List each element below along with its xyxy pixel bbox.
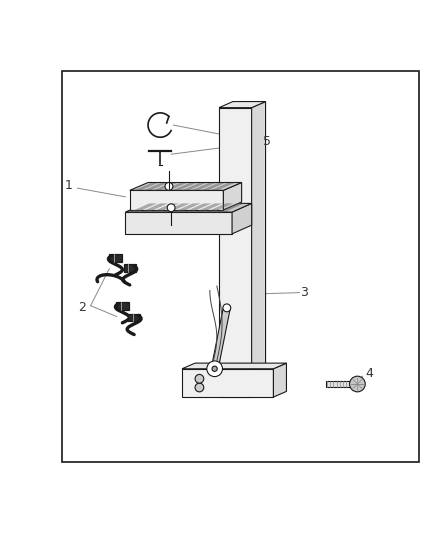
Polygon shape bbox=[182, 363, 286, 369]
Bar bbox=[219, 108, 252, 397]
Bar bbox=[325, 381, 350, 387]
Polygon shape bbox=[206, 204, 233, 212]
Text: 1: 1 bbox=[65, 180, 73, 192]
Polygon shape bbox=[144, 182, 169, 190]
Circle shape bbox=[207, 361, 223, 377]
Polygon shape bbox=[163, 182, 187, 190]
Bar bbox=[182, 369, 273, 397]
Circle shape bbox=[212, 366, 217, 372]
Bar bbox=[130, 190, 223, 210]
Bar bbox=[62, 71, 419, 462]
Polygon shape bbox=[184, 204, 212, 212]
Circle shape bbox=[195, 383, 204, 392]
Circle shape bbox=[195, 375, 204, 383]
Polygon shape bbox=[211, 182, 236, 190]
Polygon shape bbox=[173, 204, 201, 212]
Polygon shape bbox=[152, 204, 179, 212]
Polygon shape bbox=[219, 102, 265, 108]
Polygon shape bbox=[153, 182, 178, 190]
Bar bbox=[128, 314, 141, 321]
Bar bbox=[109, 254, 122, 262]
Polygon shape bbox=[217, 204, 244, 212]
Text: 2: 2 bbox=[78, 301, 86, 314]
Polygon shape bbox=[252, 102, 265, 397]
Bar bbox=[125, 212, 232, 234]
Polygon shape bbox=[191, 182, 216, 190]
Polygon shape bbox=[162, 204, 190, 212]
Text: 5: 5 bbox=[263, 135, 271, 148]
Polygon shape bbox=[232, 204, 252, 234]
Bar bbox=[116, 302, 129, 310]
Polygon shape bbox=[182, 182, 207, 190]
Circle shape bbox=[165, 182, 173, 190]
Polygon shape bbox=[211, 307, 230, 369]
Text: 3: 3 bbox=[300, 286, 308, 299]
Polygon shape bbox=[273, 363, 286, 397]
Polygon shape bbox=[134, 182, 159, 190]
Polygon shape bbox=[130, 204, 157, 212]
Polygon shape bbox=[201, 182, 226, 190]
Circle shape bbox=[223, 304, 231, 312]
Text: 4: 4 bbox=[365, 367, 373, 381]
Polygon shape bbox=[173, 182, 197, 190]
Polygon shape bbox=[195, 204, 223, 212]
Polygon shape bbox=[223, 182, 242, 210]
Polygon shape bbox=[141, 204, 168, 212]
Polygon shape bbox=[125, 204, 252, 212]
Polygon shape bbox=[130, 182, 242, 190]
Circle shape bbox=[167, 204, 175, 212]
Bar bbox=[124, 264, 136, 272]
Circle shape bbox=[350, 376, 365, 392]
